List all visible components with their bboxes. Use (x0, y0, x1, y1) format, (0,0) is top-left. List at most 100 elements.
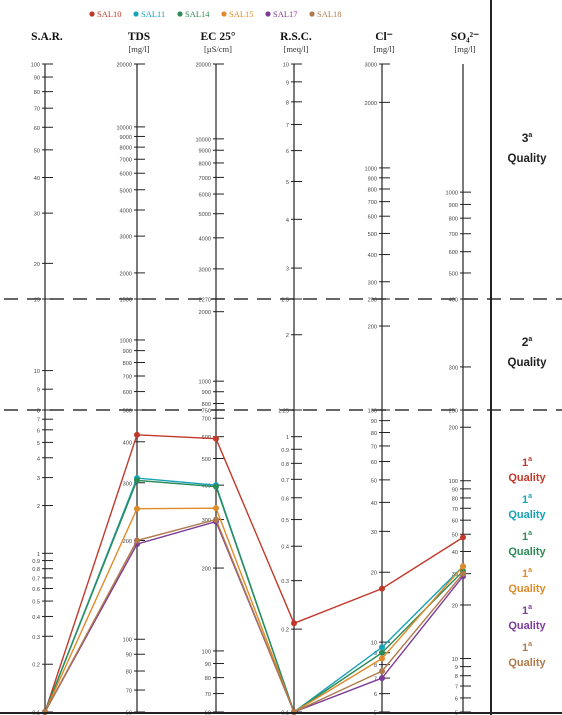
tick-label: 400 (449, 298, 458, 304)
tick-label: 0.4 (32, 615, 40, 621)
tick-label: 0.7 (281, 478, 289, 484)
series-point (379, 668, 385, 675)
sample-quality-word: Quality (508, 620, 546, 632)
series-line (44, 434, 464, 713)
tick-label: 3 (286, 267, 289, 273)
legend-marker (177, 11, 183, 17)
tick-label: 2270 (199, 298, 211, 304)
tick-label: 0.6 (281, 496, 289, 502)
legend-item-sal17: SAL17 (265, 9, 298, 19)
axis-tds: TDS[mg/l] 20000 10000 9000 8000 7000 6000 5000 4… (116, 31, 150, 715)
tick-label: 8 (374, 663, 377, 669)
sample-quality-word: Quality (508, 583, 546, 595)
tick-label: 2000 (120, 271, 132, 277)
tick-label: 15 (34, 298, 40, 304)
threshold-lines (4, 298, 562, 411)
tick-label: 80 (452, 496, 458, 502)
legend-marker (221, 11, 227, 17)
tick-label: 1 (286, 435, 289, 441)
tick-label: 7 (455, 685, 458, 691)
tick-label: 10 (452, 657, 458, 663)
tick-label: 9 (286, 80, 289, 86)
sample-quality-sal14: 1a Quality (508, 530, 546, 558)
tick-label: 8 (37, 409, 40, 415)
tick-label: 7 (374, 677, 377, 683)
tick-label: 3000 (199, 267, 211, 273)
legend-item-sal11: SAL11 (133, 9, 165, 19)
tick-label: 200 (123, 539, 132, 545)
series-line (44, 507, 464, 714)
tick-label: 1000 (446, 191, 458, 197)
tick-label: 700 (368, 200, 377, 206)
series-line (44, 518, 464, 713)
tick-label: 750 (202, 409, 211, 415)
tick-label: 0.3 (281, 579, 289, 585)
tick-label: 10 (371, 641, 377, 647)
tick-label: 7 (286, 123, 289, 129)
tick-label: 0.9 (32, 559, 40, 565)
tick-label: 100 (202, 649, 211, 655)
sample-quality-number: 1a (522, 493, 532, 506)
tick-label: 70 (371, 444, 377, 450)
tick-label: 9000 (120, 135, 132, 141)
tick-label: 6 (37, 428, 40, 434)
tick-label: 5 (37, 441, 40, 447)
tick-label: 0.7 (32, 576, 40, 582)
tick-label: 700 (202, 417, 211, 423)
tick-label: 7000 (120, 158, 132, 164)
tick-label: 1 (37, 552, 40, 558)
quality-class-2: 2a Quality (508, 335, 548, 369)
tick-label: 10000 (116, 125, 132, 131)
tick-label: 1.25 (278, 409, 289, 415)
series-point (134, 477, 140, 484)
legend-label: SAL11 (141, 9, 165, 19)
tick-label: 0.5 (281, 518, 289, 524)
tick-label: 0.9 (281, 448, 289, 454)
tick-label: 400 (368, 253, 377, 259)
legend-marker (265, 11, 271, 17)
tick-label: 900 (202, 390, 211, 396)
tick-label: 90 (452, 487, 458, 493)
sample-quality-word: Quality (508, 657, 546, 669)
tick-label: 9000 (199, 149, 211, 155)
tick-label: 40 (452, 550, 458, 556)
sample-quality-number: 1a (522, 530, 532, 543)
tick-label: 100 (368, 409, 377, 415)
legend-label: SAL15 (229, 9, 254, 19)
tick-label: 5000 (120, 188, 132, 194)
tick-label: 80 (371, 431, 377, 437)
axis-title: TDS (128, 31, 150, 43)
tick-label: 6 (286, 149, 289, 155)
tick-label: 2 (37, 504, 40, 510)
tick-label: 100 (449, 479, 458, 485)
sample-quality-sal11: 1a Quality (508, 493, 546, 521)
tick-label: 6 (374, 692, 377, 698)
series-point (460, 563, 466, 570)
quality-class-number: 3a (522, 131, 533, 145)
sample-quality-word: Quality (508, 472, 546, 484)
tick-label: 3000 (120, 235, 132, 241)
tick-label: 4000 (120, 209, 132, 215)
tick-label: 80 (126, 670, 132, 676)
sample-quality-sup: a (528, 641, 532, 648)
series-point (460, 534, 466, 541)
tick-label: 100 (123, 638, 132, 644)
tick-label: 250 (449, 409, 458, 415)
tick-label: 10000 (195, 137, 211, 143)
tick-label: 2.5 (281, 298, 289, 304)
series-point (379, 675, 385, 682)
tick-label: 300 (368, 280, 377, 286)
series-line (44, 520, 464, 713)
tick-label: 20 (34, 262, 40, 268)
quality-class-3: 3a Quality (508, 131, 548, 165)
series-point (460, 570, 466, 577)
series-sal10 (42, 431, 466, 715)
tick-label: 2000 (365, 101, 377, 107)
tick-label: 0.2 (32, 663, 40, 669)
tick-label: 1000 (365, 166, 377, 172)
tick-label: 900 (449, 203, 458, 209)
legend-label: SAL17 (273, 9, 298, 19)
quality-class-sup: a (528, 336, 532, 343)
axis-title: EC 25° (201, 31, 236, 43)
tick-label: 0.8 (32, 567, 40, 573)
